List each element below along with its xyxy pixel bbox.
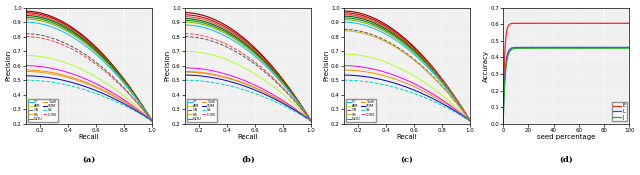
L <box>603 46 611 48</box>
L <box>567 46 575 48</box>
Legend: IT, AIM, GB, SB, NLTU, TurB, SOM, SS, ICON: IT, AIM, GB, SB, NLTU, TurB, SOM, SS, IC… <box>28 99 58 122</box>
E <box>603 22 611 24</box>
Y-axis label: Precision: Precision <box>164 50 171 81</box>
Line: L: L <box>503 47 629 124</box>
Text: (b): (b) <box>241 156 255 164</box>
E <box>623 22 630 24</box>
Line: J: J <box>503 48 629 124</box>
E <box>575 22 582 24</box>
J <box>625 47 633 49</box>
Legend: IT, AIM, GB, SB, NLTU, TurB, SOM, SS, ICON: IT, AIM, GB, SB, NLTU, TurB, SOM, SS, IC… <box>346 99 376 122</box>
L <box>559 46 567 48</box>
Text: (a): (a) <box>83 156 95 164</box>
J <box>578 47 586 49</box>
J <box>574 47 582 49</box>
L <box>560 46 568 48</box>
E <box>499 123 507 125</box>
L <box>575 46 582 48</box>
Y-axis label: Precision: Precision <box>324 50 330 81</box>
E <box>625 22 633 24</box>
Legend: E, L, J: E, L, J <box>612 102 627 121</box>
E <box>559 22 567 24</box>
Text: (d): (d) <box>559 156 573 164</box>
Line: E: E <box>503 23 629 124</box>
L <box>623 46 630 48</box>
X-axis label: Recall: Recall <box>397 134 417 140</box>
X-axis label: seed percentage: seed percentage <box>537 134 595 140</box>
L <box>625 46 633 48</box>
Text: (c): (c) <box>401 156 413 164</box>
X-axis label: Recall: Recall <box>237 134 259 140</box>
L <box>568 46 575 48</box>
J <box>499 123 507 125</box>
Legend: IT, AIM, GB, SB, NLTU, TurB, SOM, SS, ICON: IT, AIM, GB, SB, NLTU, TurB, SOM, SS, IC… <box>187 99 217 122</box>
E <box>560 22 568 24</box>
J <box>623 47 630 49</box>
J <box>560 47 568 49</box>
L <box>499 123 507 125</box>
X-axis label: Recall: Recall <box>79 134 99 140</box>
Y-axis label: Accuracy: Accuracy <box>483 50 489 82</box>
Y-axis label: Precision: Precision <box>6 50 12 81</box>
E <box>568 22 575 24</box>
E <box>552 22 559 24</box>
J <box>603 47 611 49</box>
J <box>559 47 567 49</box>
J <box>568 47 575 49</box>
